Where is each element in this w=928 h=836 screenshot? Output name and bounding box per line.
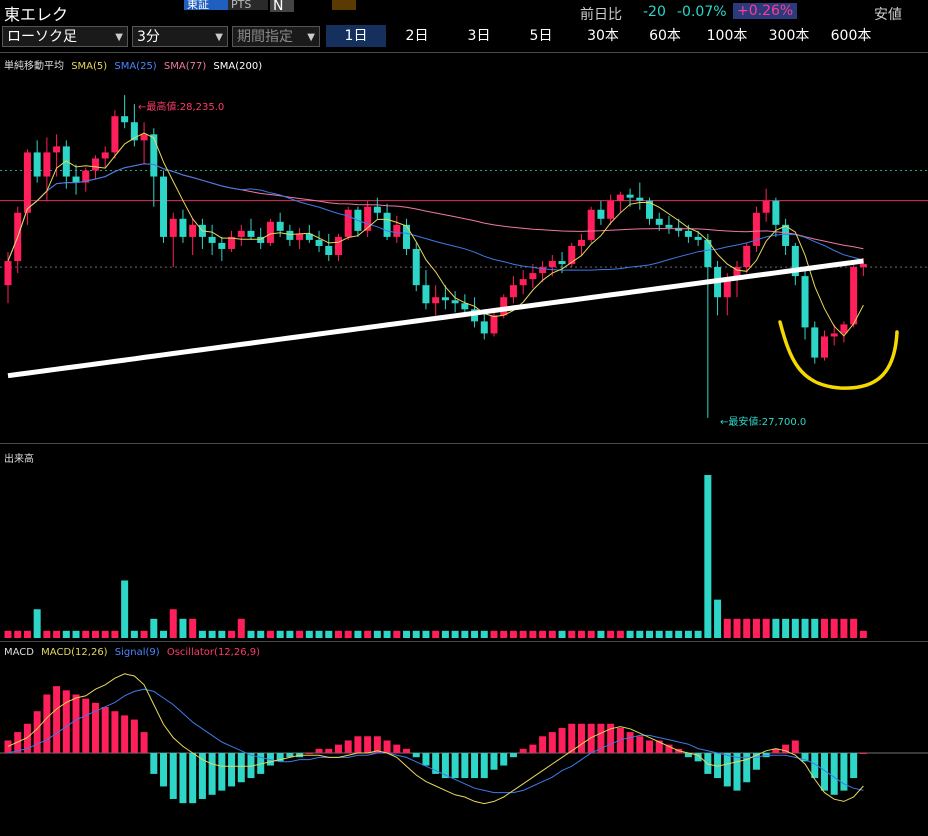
change-badge: +0.26% [733,3,798,19]
volume-panel: 出来高 [0,443,928,641]
interval-select[interactable]: 3分 ▼ [132,26,228,47]
range-tab-100[interactable]: 100本 [706,28,748,44]
legend-sma25: SMA(25) [114,61,157,72]
legend-oscillator: Oscillator(12,26,9) [166,647,261,658]
change-percent: -0.07% [677,4,727,20]
range-tab-2d[interactable]: 2日 [405,28,429,44]
market-tab-n[interactable]: N [270,0,294,13]
range-tab-60[interactable]: 60本 [649,28,681,44]
range-tab-3d[interactable]: 3日 [467,28,491,44]
interval-value: 3分 [137,29,160,45]
chart-type-select[interactable]: ローソク足 ▼ [2,26,128,47]
range-tab-1d[interactable]: 1日 [326,25,386,47]
range-tab-5d[interactable]: 5日 [529,28,553,44]
chevron-down-icon: ▼ [307,32,315,43]
price-legend-title: 単純移動平均 [4,61,64,72]
legend-sma200: SMA(200) [213,61,263,72]
legend-macd: MACD(12,26) [41,647,108,658]
change-value: -20 [643,4,666,20]
volume-legend: 出来高 [4,450,38,465]
stock-name: 東エレク [4,5,69,24]
change-label: 前日比 [580,7,622,23]
volume-legend-title: 出来高 [4,454,34,465]
legend-signal: Signal(9) [114,647,160,658]
market-tab-pts[interactable]: PTS [228,0,268,10]
chevron-down-icon: ▼ [115,32,123,43]
macd-legend-title: MACD [4,647,34,658]
macd-legend: MACD MACD(12,26) Signal(9) Oscillator(12… [4,647,264,658]
chevron-down-icon: ▼ [215,32,223,43]
legend-sma5: SMA(5) [71,61,108,72]
market-extra-badge [332,0,356,10]
range-tab-300[interactable]: 300本 [768,28,810,44]
range-tab-30[interactable]: 30本 [587,28,619,44]
range-tab-600[interactable]: 600本 [830,28,872,44]
price-legend: 単純移動平均 SMA(5) SMA(25) SMA(77) SMA(200) [4,57,266,72]
market-tab-tse[interactable]: 東証 [184,0,230,10]
price-panel: 単純移動平均 SMA(5) SMA(25) SMA(77) SMA(200) [0,52,928,443]
period-value: 期間指定 [237,29,293,45]
period-select[interactable]: 期間指定 ▼ [232,26,320,47]
chart-type-value: ローソク足 [7,29,77,45]
macd-panel: MACD MACD(12,26) Signal(9) Oscillator(12… [0,641,928,836]
low-price-label: 安値 [874,7,902,23]
top-bar: 東エレク 東証 PTS N 前日比 -20 -0.07% +0.26% 安値 [0,0,928,24]
legend-sma77: SMA(77) [163,61,207,72]
